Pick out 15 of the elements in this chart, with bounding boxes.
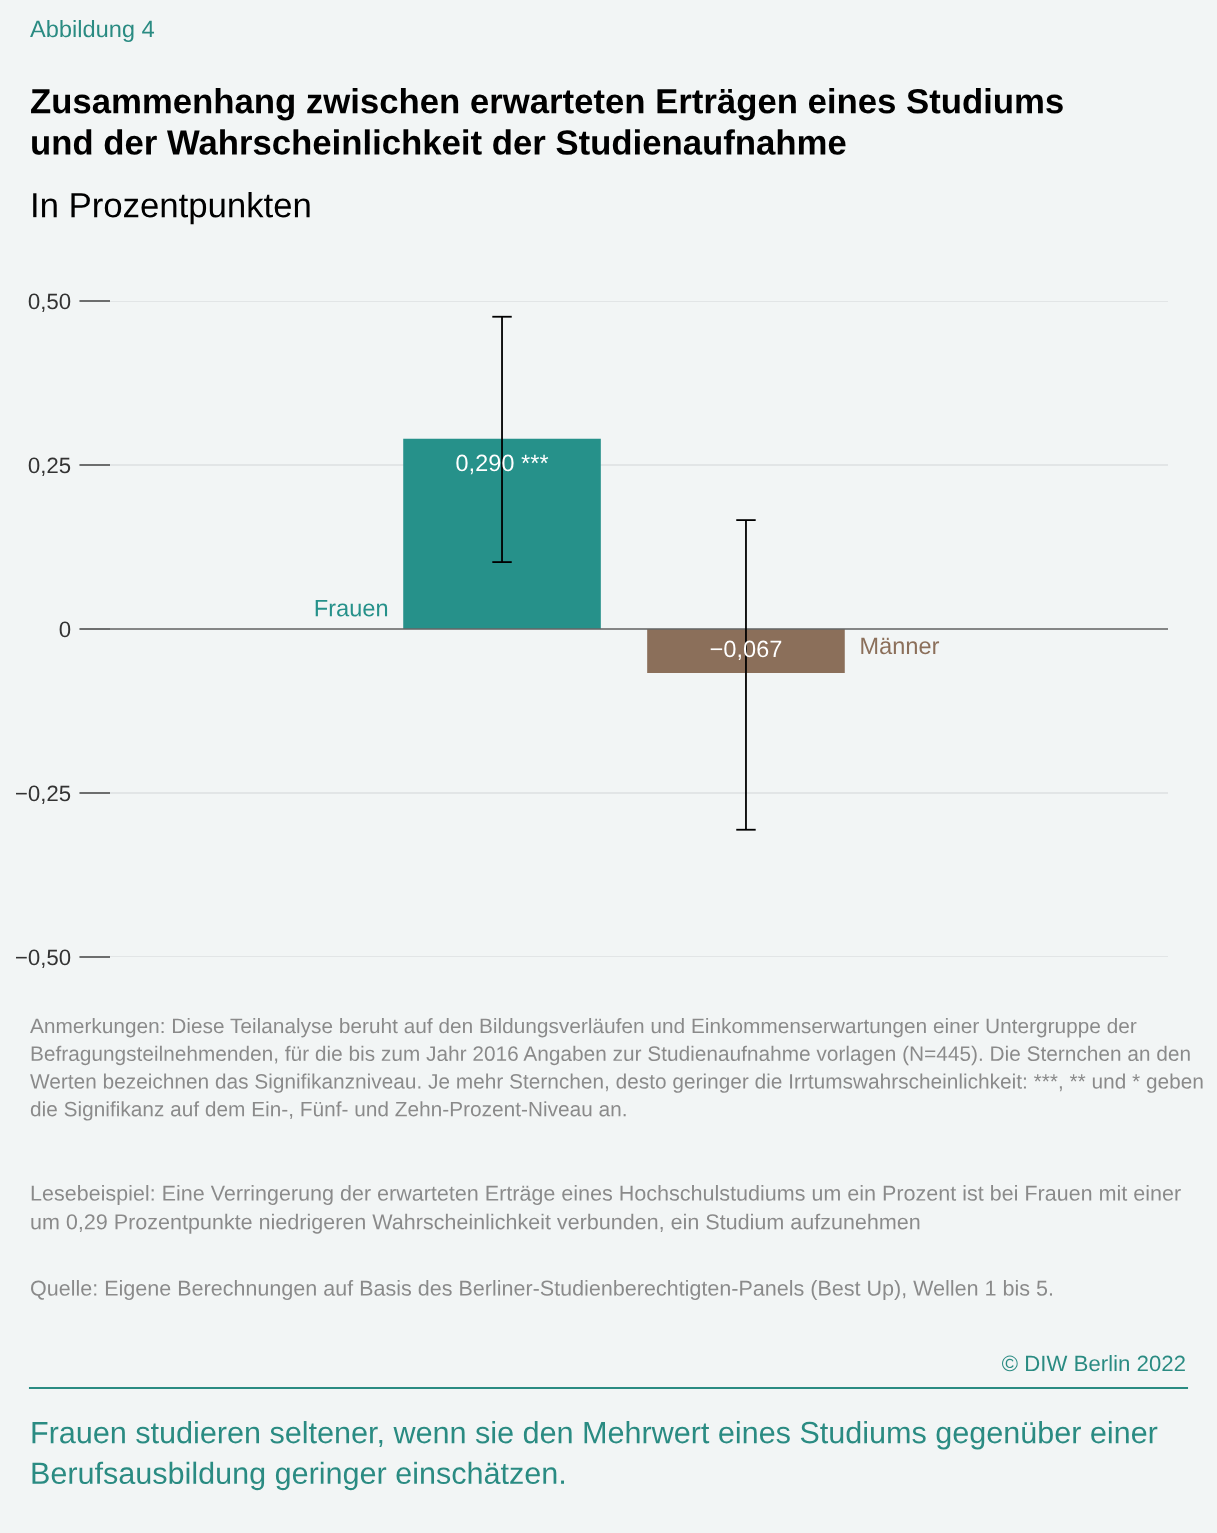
y-tick-label: 0 <box>59 621 71 638</box>
text: Frauen studieren seltener, wenn sie den Mehrwert eines Studiums gegenüber einer Berufsausbildung geringer einschätzen. <box>32 1421 1158 1491</box>
x-tick-label: Frauen <box>315 599 388 617</box>
y-tick-label: −0,25 <box>15 785 71 804</box>
x-tick-label: Männer <box>861 637 940 655</box>
text: © DIW Berlin 2022 <box>1002 1355 1185 1372</box>
text: Lesebeispiel: Eine Verringerung der erwarteten Erträge eines Hochschulstudiums um ein Prozent ist bei Frauen mit einer um 0,29 Prozentpunkte niedrigeren Wahrscheinlichkeit verbunden, ein Studium aufzunehmen <box>31 1185 1181 1234</box>
y-tick-label: 0,50 <box>28 293 71 312</box>
y-tick-label: −0,50 <box>15 949 71 968</box>
chart-subtitle: In Prozentpunkten <box>33 192 310 225</box>
text: Abbildung 4 <box>30 20 155 43</box>
chart-title: Zusammenhang zwischen erwarteten Erträgen eines Studiums und der Wahrscheinlichkeit der Studienaufnahme <box>31 88 1063 155</box>
y-tick-label: 0,25 <box>28 457 71 476</box>
source-note: Quelle: Eigene Berechnungen auf Basis des Berliner-Studienberechtigten-Panels (Best Up), Wellen 1 bis 5. <box>31 1280 1052 1301</box>
text: Anmerkungen: Diese Teilanalyse beruht auf den Bildungsverläufen und Einkommenserwartungen einer Untergruppe der Befragungsteilnehmenden, für die bis zum Jahr 2016 Angaben zur Studienaufnahme vorlagen (N=445). Die Sternchen an den Werten bezeichnen das Signifikanzniveau. Je mehr Sternchen, desto geringer die Irrtumswahrscheinlichkeit: ***, ** und * geben die Signifikanz auf dem Ein-, Fünf- und Zehn-Prozent-Niveau an. <box>30 1018 1203 1121</box>
